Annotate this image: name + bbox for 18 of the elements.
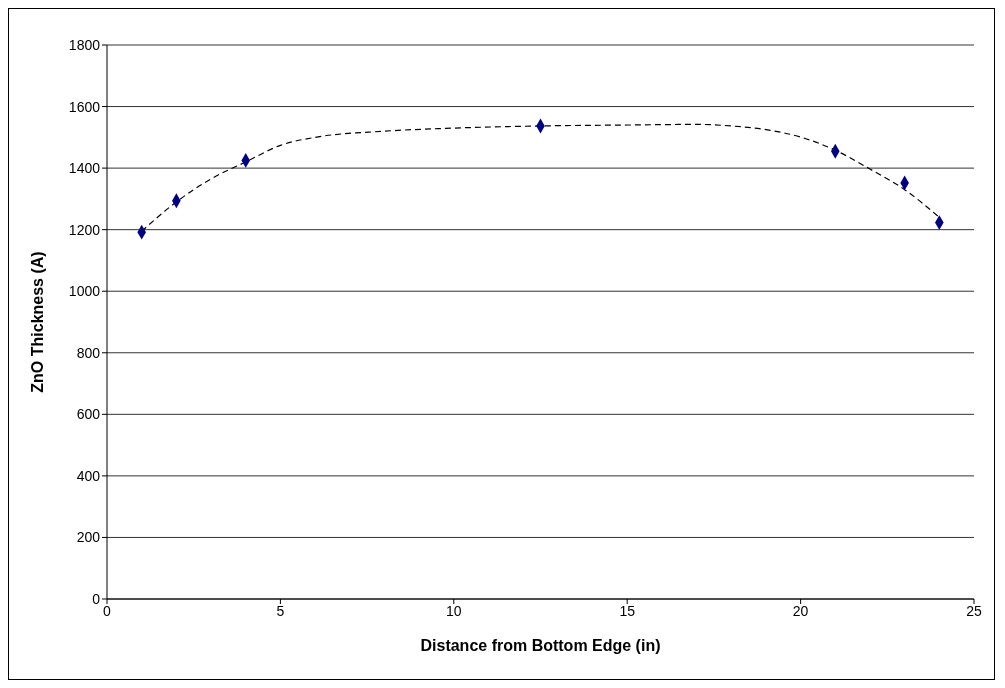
x-tick-label: 20: [792, 602, 809, 619]
y-tick-label: 800: [76, 344, 101, 361]
y-tick-label: 1400: [68, 160, 101, 177]
y-tick-label: 400: [76, 467, 101, 484]
y-tick-label: 1800: [68, 36, 101, 53]
x-axis-title: Distance from Bottom Edge (in): [420, 637, 661, 654]
y-axis-title: ZnO Thickness (A): [28, 251, 46, 393]
y-tick-label: 0: [92, 590, 101, 607]
x-tick-label: 25: [966, 602, 982, 619]
y-tick-label: 1600: [68, 98, 101, 115]
y-tick-label: 1000: [68, 283, 101, 300]
x-tick-label: 0: [103, 602, 112, 619]
y-tick-label: 1200: [68, 221, 101, 238]
y-tick-label: 200: [76, 529, 101, 546]
y-tick-label: 600: [76, 406, 101, 423]
x-tick-label: 5: [276, 602, 285, 619]
x-tick-label: 15: [619, 602, 636, 619]
x-tick-label: 10: [446, 602, 462, 619]
